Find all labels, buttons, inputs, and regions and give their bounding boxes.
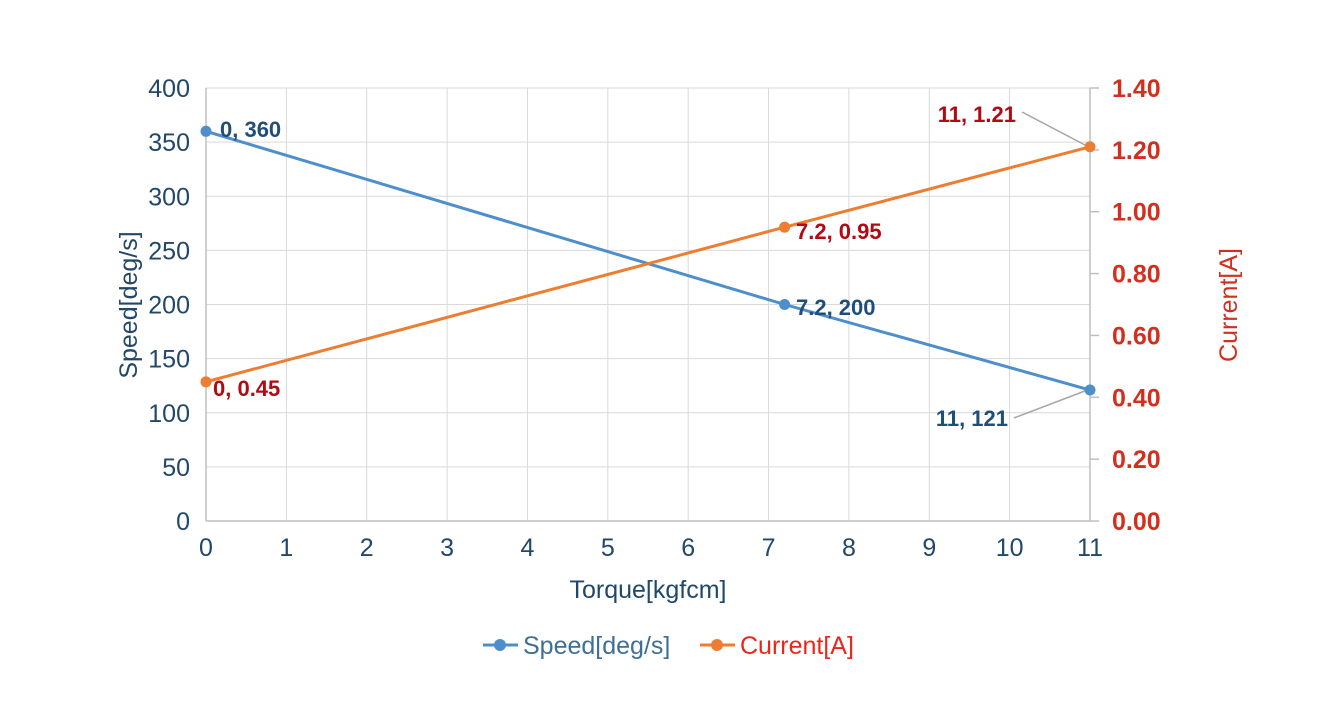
right-axis-tick-label: 0.20 (1112, 446, 1161, 474)
x-axis-tick-label: 2 (360, 534, 374, 562)
leader-line-speed-end (1013, 390, 1086, 419)
x-axis-tick-label: 7 (762, 534, 776, 562)
data-label-speed-11: 11, 121 (936, 406, 1008, 431)
left-axis-tick-label: 350 (148, 129, 190, 157)
x-axis-tick-label: 3 (440, 534, 454, 562)
data-label-speed-0: 0, 360 (220, 117, 281, 142)
legend-marker-speed (494, 639, 506, 651)
data-label-speed-72: 7.2, 200 (796, 295, 876, 320)
data-point-marker (1084, 384, 1096, 396)
x-axis-tick-labels: 0 1 2 3 4 5 6 7 8 9 10 11 (199, 534, 1103, 562)
data-label-current-72: 7.2, 0.95 (796, 219, 882, 244)
left-axis-tick-label: 200 (148, 292, 190, 320)
right-axis-tick-label: 0.00 (1112, 508, 1161, 536)
right-axis-tick-label: 0.40 (1112, 384, 1161, 412)
data-series-layer (200, 125, 1096, 396)
x-axis-tick-label: 5 (601, 534, 615, 562)
x-axis-tick-label: 10 (996, 534, 1024, 562)
legend-label-speed[interactable]: Speed[deg/s] (523, 632, 670, 660)
right-axis-tick-labels: 0.00 0.20 0.40 0.60 0.80 1.00 1.20 1.40 (1112, 75, 1161, 536)
legend-label-current[interactable]: Current[A] (740, 632, 854, 660)
x-axis-tick-label: 0 (199, 534, 213, 562)
left-axis-tick-label: 0 (176, 508, 190, 536)
left-axis-title: Speed[deg/s] (115, 231, 143, 378)
x-axis-tick-label: 11 (1077, 534, 1103, 562)
x-axis-tick-label: 8 (842, 534, 856, 562)
left-axis-tick-label: 300 (148, 183, 190, 211)
x-axis-tick-label: 1 (279, 534, 293, 562)
data-point-marker (779, 221, 791, 233)
left-axis-tick-label: 250 (148, 237, 190, 265)
left-axis-tick-label: 50 (162, 454, 190, 482)
x-axis-title: Torque[kgfcm] (569, 576, 726, 604)
data-label-current-11: 11, 1.21 (938, 102, 1016, 127)
x-axis-tick-label: 4 (521, 534, 535, 562)
leader-line-current-end (1021, 111, 1086, 146)
label-leader-lines (1013, 111, 1086, 419)
left-axis-tick-label: 100 (148, 400, 190, 428)
right-axis-tick-label: 0.80 (1112, 261, 1161, 289)
data-point-marker (779, 299, 791, 310)
data-point-marker (200, 376, 212, 388)
right-axis-tick-label: 1.00 (1112, 199, 1161, 227)
left-axis-tick-label: 400 (148, 75, 190, 103)
right-axis-ticks (1090, 87, 1099, 522)
right-axis-tick-label: 1.20 (1112, 137, 1161, 165)
data-label-current-0: 0, 0.45 (213, 376, 280, 401)
right-axis-tick-label: 1.40 (1112, 75, 1161, 103)
data-point-marker (1084, 141, 1096, 153)
x-axis-tick-label: 9 (922, 534, 936, 562)
right-axis-title: Current[A] (1215, 248, 1243, 362)
left-axis-tick-label: 150 (148, 346, 190, 374)
chart-legend[interactable]: Speed[deg/s] Current[A] (483, 632, 854, 660)
legend-marker-current (711, 639, 723, 651)
left-axis-tick-labels: 0 50 100 150 200 250 300 350 400 (148, 75, 190, 536)
right-axis-tick-label: 0.60 (1112, 322, 1161, 350)
x-axis-tick-label: 6 (681, 534, 695, 562)
data-point-marker (200, 125, 212, 137)
data-point-labels: 0, 360 7.2, 200 11, 121 0, 0.45 7.2, 0.95 11,… (213, 102, 1016, 431)
